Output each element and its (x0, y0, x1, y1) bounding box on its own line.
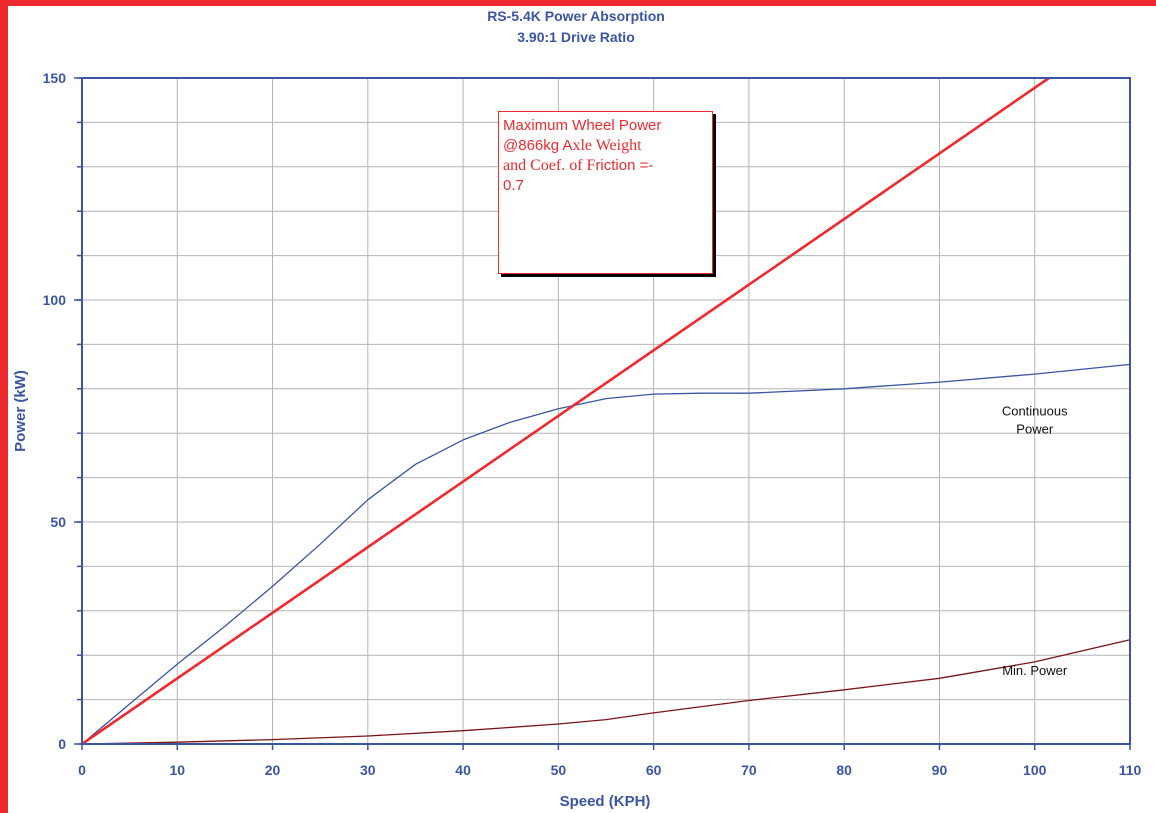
x-tick-label: 80 (836, 762, 852, 778)
x-tick-label: 90 (932, 762, 948, 778)
series-label: Min. Power (1002, 663, 1068, 678)
x-tick-label: 10 (169, 762, 185, 778)
y-tick-label: 100 (43, 292, 67, 308)
y-tick-label: 150 (43, 70, 67, 86)
series-layer (81, 76, 1131, 746)
x-tick-label: 100 (1023, 762, 1047, 778)
x-tick-label: 30 (360, 762, 376, 778)
series-line-continuous-power (81, 363, 1131, 745)
annotation-line-4: 0.7 (503, 177, 524, 194)
series-labels: Continuous Power Min. Power (1002, 403, 1068, 678)
annotation-line-3b: riction =- (595, 157, 654, 174)
wheel-power-annotation: Maximum Wheel Power @866kg Axle Weight a… (498, 111, 713, 274)
x-axis-label: Speed (KPH) (560, 793, 651, 810)
x-tick-label: 40 (455, 762, 471, 778)
plot-border (81, 77, 1131, 745)
y-tick-label: 0 (58, 736, 66, 752)
x-tick-label: 110 (1119, 762, 1142, 778)
x-tick-label: 0 (78, 762, 86, 778)
chart-subtitle: 3.90:1 Drive Ratio (517, 29, 635, 45)
x-tick-label: 60 (646, 762, 662, 778)
x-tick-label: 50 (551, 762, 567, 778)
y-tick-label: 50 (50, 514, 66, 530)
y-axis-label: Power (kW) (12, 370, 29, 452)
annotation-line-1: Maximum Wheel Power (503, 117, 662, 134)
annotation-line-2a: @866kg A (503, 137, 573, 154)
series-label: Continuous (1002, 403, 1068, 418)
annotation-line-2: @866kg Axle Weight (503, 136, 708, 156)
x-tick-label: 70 (741, 762, 757, 778)
axes: 0 10 20 30 40 50 60 70 80 90 100 110 0 50 100 150 (43, 70, 1142, 778)
annotation-line-2b: xle Weight (572, 137, 642, 154)
chart-title: RS-5.4K Power Absorption (487, 8, 665, 24)
annotation-line-3a: and Coef. of F (503, 157, 596, 174)
series-label: Power (1016, 421, 1054, 436)
x-tick-label: 20 (265, 762, 281, 778)
series-line-min-power (81, 639, 1131, 745)
annotation-line-3: and Coef. of Friction =- (503, 156, 708, 176)
series-line-maximum-wheel-power (81, 76, 1050, 746)
